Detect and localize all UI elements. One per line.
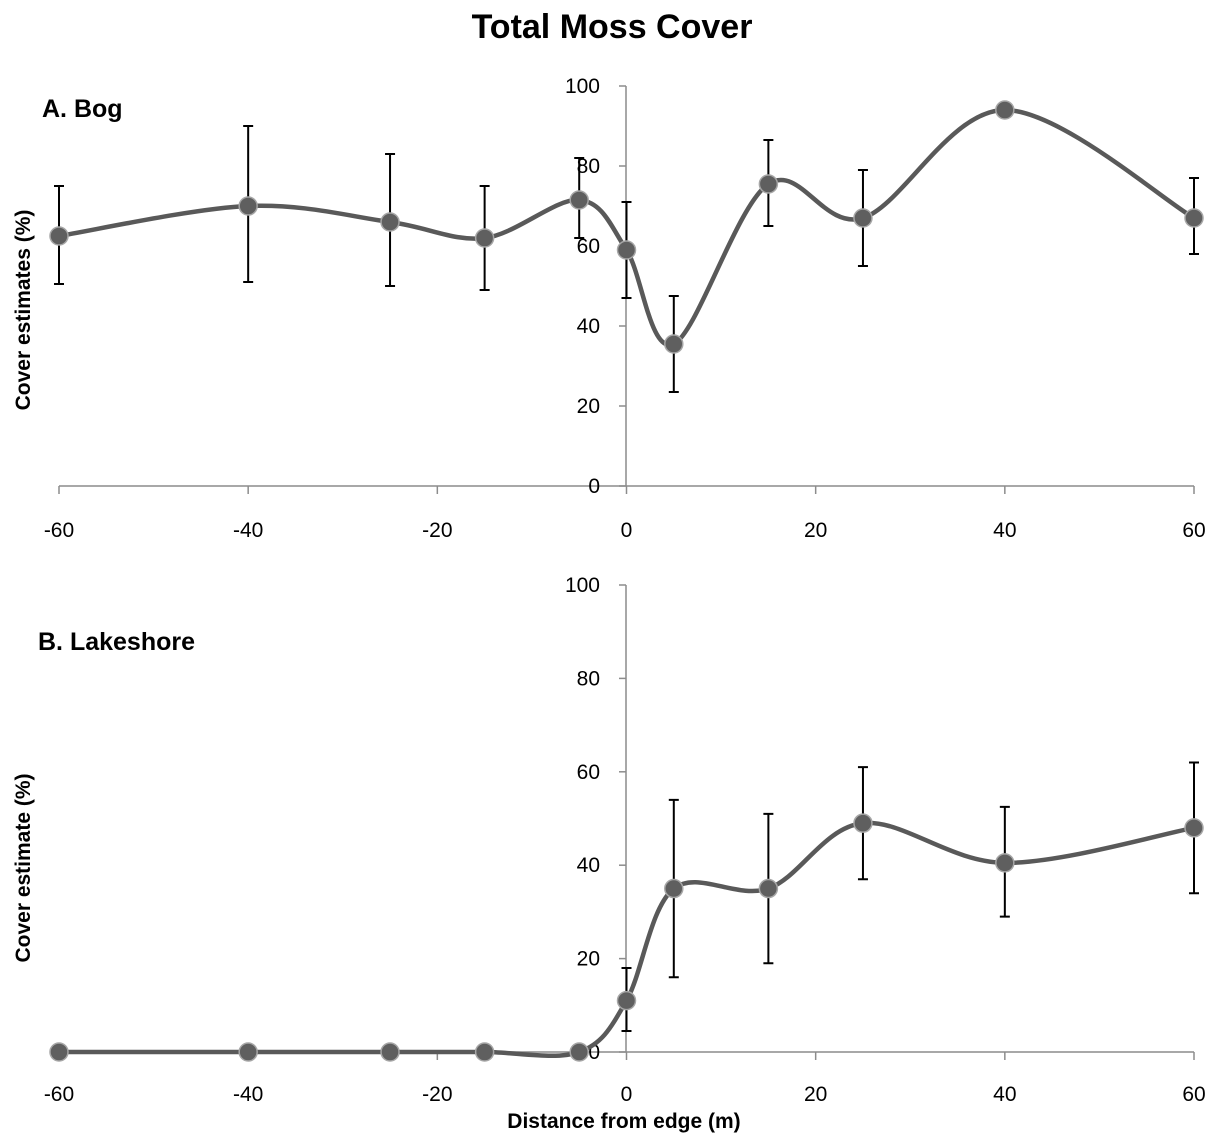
panel-b-y-tick-label: 40	[577, 854, 600, 877]
panel-a-title: A. Bog	[42, 95, 123, 123]
panel-b-x-tick-label: -20	[422, 1083, 452, 1106]
panel-a-y-tick-label: 60	[577, 235, 600, 258]
panel-b-data-point	[569, 1042, 589, 1062]
panel-b-data-point	[474, 1042, 495, 1062]
panel-b-y-tick-label: 80	[577, 667, 600, 690]
panel-a-data-point	[616, 240, 637, 260]
panel-b-data-point	[49, 1042, 69, 1062]
panel-b-y-tick-label: 60	[577, 761, 600, 784]
panel-a-y-axis: 0 20 40 60 80 100	[565, 75, 627, 498]
panel-a-x-tick-label: -20	[422, 519, 452, 542]
panel-b-y-tick-label: 20	[577, 948, 600, 971]
panel-a-x-tick-label: -40	[233, 519, 263, 542]
panel-a-y-tick-label: 100	[565, 75, 600, 98]
panel-a-x-tick-label: 40	[993, 519, 1016, 542]
panel-b-x-tick-label: 20	[804, 1083, 827, 1106]
panel-b-y-tick-label: 0	[588, 1041, 600, 1064]
chart-panel-lakeshore: B. Lakeshore Cover estimate (%) Distance…	[12, 574, 1206, 1133]
panel-b-x-tick-label: 60	[1182, 1083, 1205, 1106]
chart-panel-bog: A. Bog Cover estimates (%) -60 -40 -20 0 20 4…	[12, 75, 1206, 542]
panel-a-x-tick-label: -60	[44, 519, 74, 542]
panel-a-data-point	[569, 190, 589, 210]
panel-b-x-axis-label: Distance from edge (m)	[507, 1110, 740, 1133]
panel-a-y-tick-label: 40	[577, 315, 600, 338]
panel-b-data-point	[995, 853, 1015, 873]
panel-b-title: B. Lakeshore	[38, 628, 195, 656]
panel-a-y-axis-label: Cover estimates (%)	[12, 210, 35, 411]
panel-b-y-axis: 0 20 40 60 80 100	[565, 574, 627, 1064]
panel-a-data-point	[49, 226, 69, 246]
panel-a-series	[49, 100, 1204, 354]
panel-a-data-point	[853, 208, 873, 228]
panel-a-y-tick-label: 80	[577, 155, 600, 178]
panel-a-data-point	[1184, 208, 1204, 228]
panel-b-x-tick-label: 0	[621, 1083, 633, 1106]
panel-b-data-point	[853, 813, 873, 833]
panel-a-x-tick-label: 60	[1182, 519, 1205, 542]
panel-b-data-point	[616, 990, 637, 1011]
panel-a-x-tick-label: 20	[804, 519, 827, 542]
panel-a-data-point	[474, 228, 495, 248]
figure-title: Total Moss Cover	[472, 8, 753, 46]
panel-b-data-point	[758, 878, 779, 899]
panel-b-series-line	[56, 820, 1197, 1059]
panel-a-data-point	[664, 334, 684, 354]
panel-a-y-tick-label: 20	[577, 395, 600, 418]
panel-a-series-line	[56, 107, 1197, 348]
panel-a-x-tick-label: 0	[621, 519, 633, 542]
panel-b-series	[49, 813, 1204, 1062]
panel-b-x-tick-label: -40	[233, 1083, 263, 1106]
panel-a-data-point	[995, 100, 1015, 120]
panel-a-data-point	[758, 174, 779, 194]
panel-b-x-tick-label: -60	[44, 1083, 74, 1106]
panel-a-y-tick-label: 0	[588, 475, 600, 498]
panel-a-x-axis: -60 -40 -20 0 20 40 60	[44, 485, 1206, 542]
panel-b-data-point	[1184, 818, 1204, 838]
panel-b-y-tick-label: 100	[565, 574, 600, 597]
panel-a-data-point	[380, 212, 400, 232]
panel-b-error-bars	[621, 761, 1199, 1032]
panel-b-y-axis-label: Cover estimate (%)	[12, 773, 35, 962]
panel-a-data-point	[238, 196, 258, 216]
panel-b-data-point	[664, 878, 684, 899]
panel-b-x-axis: -60 -40 -20 0 20 40 60	[44, 1051, 1206, 1106]
panel-b-x-tick-label: 40	[993, 1083, 1016, 1106]
panel-b-data-point	[238, 1042, 258, 1062]
panel-b-data-point	[380, 1042, 400, 1062]
